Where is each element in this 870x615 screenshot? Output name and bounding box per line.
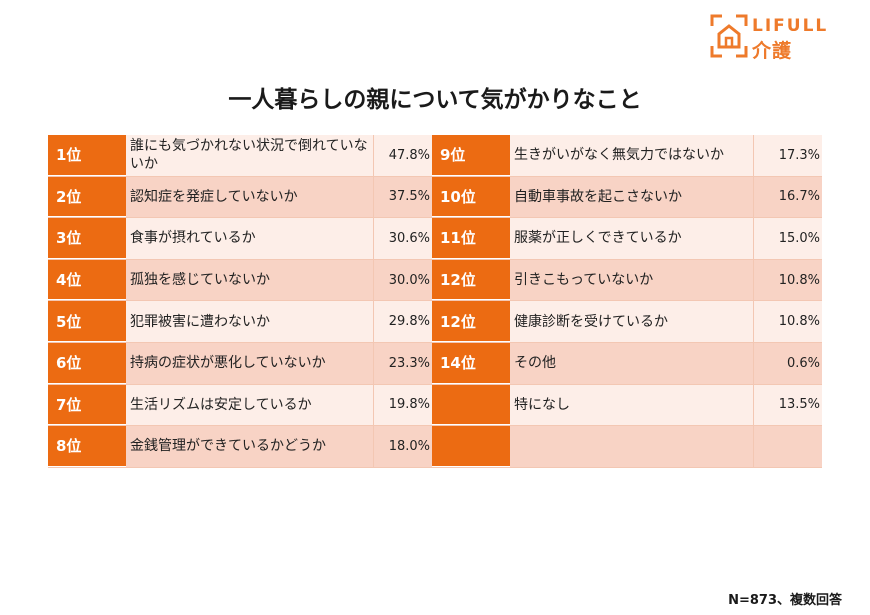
- table-row: 2位 認知症を発症していないか 37.5%: [48, 176, 432, 219]
- percentage-value: 17.3%: [778, 147, 820, 163]
- percentage-value: 10.8%: [778, 272, 820, 288]
- rank-cell: 12位: [432, 259, 510, 301]
- percentage-value: 30.6%: [388, 230, 430, 246]
- rank-cell: 12位: [432, 301, 510, 342]
- rank-cell: 3位: [48, 218, 126, 259]
- concern-label: 生活リズムは安定しているか: [126, 384, 374, 426]
- rank-cell: 4位: [48, 259, 126, 301]
- table-row: 5位 犯罪被害に遭わないか 29.8%: [48, 301, 432, 343]
- concern-label: 孤独を感じていないか: [126, 259, 374, 301]
- percentage-value: 37.5%: [388, 189, 430, 205]
- percentage-value: 0.6%: [786, 355, 820, 371]
- concern-label: 金銭管理ができているかどうか: [126, 426, 374, 467]
- table-row: 14位 その他 0.6%: [432, 343, 822, 385]
- table-row: [432, 426, 822, 468]
- lifull-kaigo-logo: LIFULL 介護: [710, 14, 860, 62]
- table-row: 8位 金銭管理ができているかどうか 18.0%: [48, 426, 432, 468]
- rank-cell: 10位: [432, 176, 510, 218]
- page-title: 一人暮らしの親について気がかりなこと: [228, 87, 642, 113]
- rank-cell: 1位: [48, 135, 126, 176]
- percentage-value: 18.0%: [388, 438, 430, 454]
- percentage-value: 47.8%: [388, 147, 430, 163]
- logo-sub-text: 介護: [752, 40, 793, 62]
- concern-label: [510, 426, 754, 467]
- table-row: 3位 食事が摂れているか 30.6%: [48, 218, 432, 260]
- table-row: 11位 服薬が正しくできているか 15.0%: [432, 218, 822, 260]
- concern-label: 健康診断を受けているか: [510, 301, 754, 342]
- rank-cell: 9位: [432, 135, 510, 176]
- rank-cell: 8位: [48, 426, 126, 467]
- concern-label: その他: [510, 343, 754, 384]
- table-row: 12位 健康診断を受けているか 10.8%: [432, 301, 822, 343]
- concern-label: 引きこもっていないか: [510, 259, 754, 301]
- table-row: 9位 生きがいがなく無気力ではないか 17.3%: [432, 135, 822, 177]
- percentage-value: [754, 426, 822, 467]
- rank-cell: 7位: [48, 384, 126, 426]
- percentage-value: 16.7%: [778, 189, 820, 205]
- rank-cell: 11位: [432, 218, 510, 259]
- sample-size-footnote: N=873、複数回答: [728, 593, 842, 608]
- rank-cell: [432, 384, 510, 426]
- concern-label: 特になし: [510, 384, 754, 426]
- concern-label: 服薬が正しくできているか: [510, 218, 754, 259]
- house-logo-icon: [710, 14, 748, 58]
- table-row: 12位 引きこもっていないか 10.8%: [432, 259, 822, 302]
- concern-label: 自動車事故を起こさないか: [510, 176, 754, 218]
- rank-cell: 5位: [48, 301, 126, 342]
- percentage-value: 23.3%: [388, 355, 430, 371]
- rank-cell: 14位: [432, 343, 510, 384]
- table-row: 特になし 13.5%: [432, 384, 822, 427]
- rank-cell: [432, 426, 510, 467]
- concern-label: 食事が摂れているか: [126, 218, 374, 259]
- percentage-value: 13.5%: [778, 397, 820, 413]
- concern-label: 生きがいがなく無気力ではないか: [510, 135, 754, 176]
- rank-cell: 6位: [48, 343, 126, 384]
- table-row: 6位 持病の症状が悪化していないか 23.3%: [48, 343, 432, 385]
- table-row: 4位 孤独を感じていないか 30.0%: [48, 259, 432, 302]
- percentage-value: 15.0%: [778, 230, 820, 246]
- concern-label: 持病の症状が悪化していないか: [126, 343, 374, 384]
- percentage-value: 30.0%: [388, 272, 430, 288]
- logo-brand-text: LIFULL: [752, 16, 829, 36]
- percentage-value: 10.8%: [778, 314, 820, 330]
- table-row: 1位 誰にも気づかれない状況で倒れていないか 47.8%: [48, 135, 432, 177]
- percentage-value: 19.8%: [388, 397, 430, 413]
- table-row: 7位 生活リズムは安定しているか 19.8%: [48, 384, 432, 427]
- concern-label: 犯罪被害に遭わないか: [126, 301, 374, 342]
- concern-label: 認知症を発症していないか: [126, 176, 374, 218]
- table-row: 10位 自動車事故を起こさないか 16.7%: [432, 176, 822, 219]
- concern-label: 誰にも気づかれない状況で倒れていないか: [126, 135, 374, 176]
- rank-cell: 2位: [48, 176, 126, 218]
- percentage-value: 29.8%: [388, 314, 430, 330]
